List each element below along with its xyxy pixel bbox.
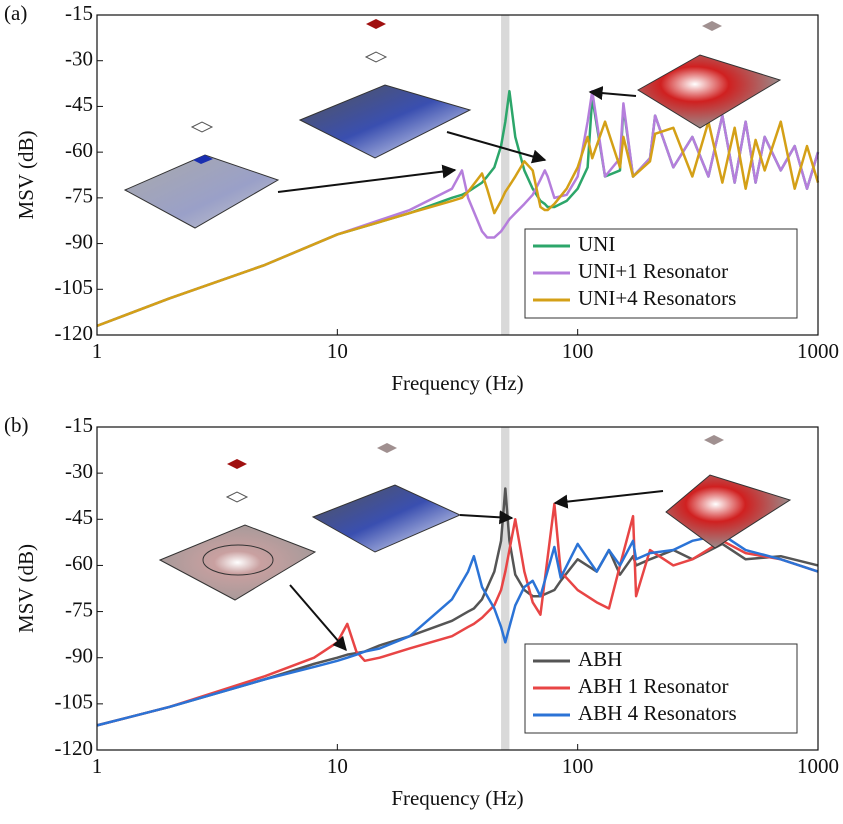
x-tick-label: 10 [327, 754, 348, 778]
arrow [446, 131, 547, 164]
panel-label: (b) [4, 413, 29, 437]
x-tick-label: 100 [562, 339, 594, 363]
x-axis-label: Frequency (Hz) [391, 786, 523, 810]
y-tick-label: -90 [65, 229, 93, 253]
y-tick-label: -15 [65, 413, 93, 437]
y-tick-label: -30 [65, 47, 93, 71]
y-tick-label: -30 [65, 459, 93, 483]
x-tick-label: 1000 [797, 754, 839, 778]
series-line [96, 533, 819, 727]
plate-inset [158, 524, 317, 601]
plot-frame [96, 14, 819, 336]
plate-inset [637, 54, 782, 129]
legend-label: ABH 1 Resonator [578, 674, 729, 698]
x-tick-label: 100 [562, 754, 594, 778]
arrow [553, 490, 664, 509]
resonator-icon [377, 443, 397, 453]
series-line [96, 502, 819, 727]
legend-label: UNI [578, 232, 615, 256]
y-tick-label: -60 [65, 551, 93, 575]
plate-inset [123, 154, 280, 229]
legend-label: ABH [578, 647, 622, 671]
y-tick-label: -90 [65, 644, 93, 668]
arrow [289, 584, 347, 652]
legend-label: ABH 4 Resonators [578, 701, 737, 725]
series-line [96, 89, 820, 328]
x-tick-label: 1 [92, 754, 103, 778]
resonator-icon [366, 19, 386, 29]
plate-inset [311, 484, 462, 553]
plate-contour [202, 544, 274, 576]
panel-label: (a) [4, 1, 27, 25]
resonator-icon [364, 51, 388, 63]
series-line [96, 120, 820, 328]
legend-label: UNI+1 Resonator [578, 259, 728, 283]
y-tick-label: -105 [55, 690, 94, 714]
resonator-icon [225, 491, 249, 503]
arrow [277, 164, 457, 193]
insets [123, 19, 792, 652]
y-tick-label: -45 [65, 92, 93, 116]
x-tick-label: 1 [92, 339, 103, 363]
arrow [459, 510, 514, 525]
plate-inset [665, 474, 792, 549]
legend-box [524, 643, 798, 734]
resonator-icon [702, 21, 722, 31]
x-axis-label: Frequency (Hz) [391, 371, 523, 395]
x-tick-label: 10 [327, 339, 348, 363]
y-tick-label: -45 [65, 505, 93, 529]
highlight-band [501, 427, 510, 750]
y-tick-label: -15 [65, 1, 93, 25]
legend-label: UNI+4 Resonators [578, 286, 736, 310]
y-axis-label: MSV (dB) [14, 544, 38, 633]
y-tick-label: -75 [65, 597, 93, 621]
x-tick-label: 1000 [797, 339, 839, 363]
y-tick-label: -105 [55, 275, 94, 299]
legend-box [524, 228, 798, 319]
resonator-icon [193, 155, 213, 164]
resonator-icon [227, 459, 247, 469]
resonator-icon [190, 121, 214, 133]
plot-frame [96, 426, 819, 751]
y-axis-label: MSV (dB) [14, 131, 38, 220]
arrow [588, 86, 637, 101]
y-tick-label: -120 [55, 736, 94, 760]
plate-inset [298, 84, 472, 159]
resonator-icon [704, 435, 724, 445]
y-tick-label: -75 [65, 184, 93, 208]
y-tick-label: -60 [65, 138, 93, 162]
y-tick-label: -120 [55, 321, 94, 345]
highlight-band [501, 15, 510, 335]
